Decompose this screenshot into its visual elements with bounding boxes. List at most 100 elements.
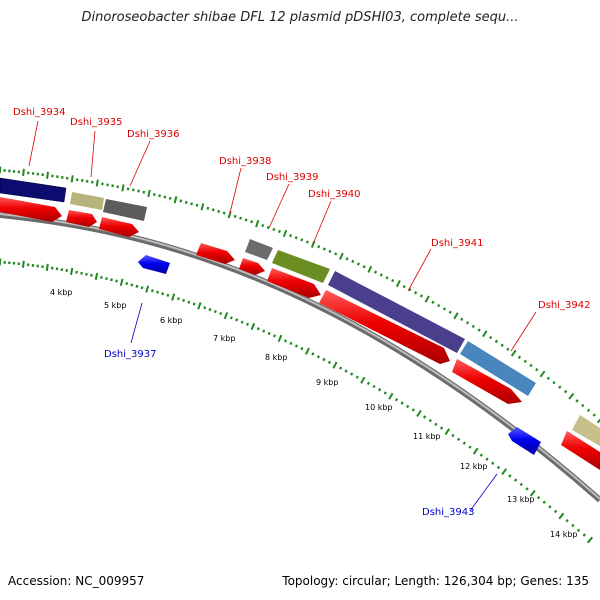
scale-minor-tick bbox=[176, 297, 180, 301]
scale-minor-tick bbox=[535, 367, 539, 372]
scale-minor-tick bbox=[152, 193, 156, 197]
scale-minor-tick bbox=[192, 302, 196, 306]
scale-minor-tick bbox=[334, 252, 338, 256]
scale-major-tick bbox=[510, 349, 517, 357]
topology-summary: Topology: circular; Length: 126,304 bp; … bbox=[282, 574, 589, 588]
scale-tick-label: 10 kbp bbox=[365, 403, 393, 412]
scale-minor-tick bbox=[576, 528, 581, 533]
scale-minor-tick bbox=[428, 418, 432, 423]
leader-line bbox=[90, 130, 96, 178]
scale-major-tick bbox=[424, 295, 430, 303]
scale-minor-tick bbox=[378, 388, 382, 392]
scale-minor-tick bbox=[558, 385, 562, 389]
scale-minor-tick bbox=[517, 355, 522, 359]
scale-minor-tick bbox=[111, 184, 114, 188]
scale-minor-tick bbox=[419, 294, 423, 298]
scale-minor-tick bbox=[245, 322, 250, 326]
scale-minor-tick bbox=[575, 399, 579, 403]
scale-minor-tick bbox=[431, 300, 435, 304]
leader-line bbox=[510, 311, 537, 352]
scale-minor-tick bbox=[571, 523, 575, 528]
scale-major-tick bbox=[388, 392, 394, 400]
scale-minor-tick bbox=[158, 194, 161, 198]
gene-label: Dshi_3938 bbox=[219, 156, 271, 167]
scale-major-tick bbox=[332, 361, 338, 369]
scale-minor-tick bbox=[345, 257, 349, 261]
scale-major-tick bbox=[453, 312, 459, 320]
scale-minor-tick bbox=[182, 298, 186, 303]
scale-major-tick bbox=[145, 285, 150, 293]
forward-cds bbox=[319, 290, 450, 364]
scale-minor-tick bbox=[385, 276, 389, 280]
scale-minor-tick bbox=[110, 278, 113, 282]
reverse-cds bbox=[138, 255, 170, 274]
scale-minor-tick bbox=[525, 487, 529, 491]
gene-labels: Dshi_3934 Dshi_3935 Dshi_3936 Dshi_3937 … bbox=[13, 107, 590, 518]
forward-cds bbox=[239, 258, 265, 275]
scale-minor-tick bbox=[400, 401, 404, 405]
scale-minor-tick bbox=[161, 292, 165, 296]
scale-minor-tick bbox=[362, 265, 366, 269]
forward-cds bbox=[0, 197, 62, 222]
scale-major-tick bbox=[360, 376, 366, 384]
scale-minor-tick bbox=[322, 247, 326, 251]
scale-minor-tick bbox=[219, 312, 223, 316]
scale-minor-tick bbox=[65, 268, 69, 273]
scale-major-tick bbox=[472, 447, 479, 455]
scale-minor-tick bbox=[85, 272, 88, 276]
scale-minor-tick bbox=[351, 259, 355, 264]
forward-cds bbox=[267, 268, 321, 298]
scale-major-tick bbox=[250, 322, 256, 331]
scale-minor-tick bbox=[300, 346, 304, 351]
cog-block bbox=[572, 415, 600, 446]
scale-minor-tick bbox=[240, 320, 244, 324]
scale-minor-tick bbox=[80, 271, 83, 275]
scale-major-tick bbox=[197, 302, 202, 310]
scale-major-tick bbox=[367, 265, 373, 273]
scale-minor-tick bbox=[536, 496, 541, 500]
scale-minor-tick bbox=[166, 293, 170, 297]
scale-minor-tick bbox=[548, 505, 552, 509]
scale-tick-label: 13 kbp bbox=[507, 495, 535, 504]
cog-block bbox=[103, 199, 147, 221]
plasmid-backbone-highlight bbox=[0, 213, 600, 500]
scale-labels: 4 kbp 5 kbp 6 kbp 7 kbp 8 kbp 9 kbp 10 k… bbox=[50, 288, 578, 539]
scale-minor-tick bbox=[471, 324, 475, 329]
leader-line bbox=[407, 248, 432, 292]
cog-block bbox=[0, 177, 67, 203]
scale-minor-tick bbox=[383, 391, 387, 395]
scale-minor-tick bbox=[179, 199, 183, 203]
scale-minor-tick bbox=[553, 509, 558, 514]
scale-minor-tick bbox=[366, 381, 371, 386]
scale-minor-tick bbox=[552, 381, 556, 385]
scale-minor-tick bbox=[496, 465, 501, 470]
scale-major-tick bbox=[22, 260, 25, 268]
scale-major-tick bbox=[482, 330, 488, 338]
scale-minor-tick bbox=[485, 457, 489, 461]
scale-minor-tick bbox=[317, 245, 321, 249]
scale-minor-tick bbox=[394, 397, 399, 402]
scale-minor-tick bbox=[565, 519, 569, 523]
leader-line bbox=[129, 140, 151, 187]
scale-minor-tick bbox=[411, 408, 415, 412]
reverse-cds-track bbox=[138, 255, 541, 455]
scale-minor-tick bbox=[546, 376, 550, 380]
scale-minor-tick bbox=[327, 360, 332, 365]
scale-minor-tick bbox=[213, 310, 217, 314]
scale-minor-tick bbox=[163, 195, 167, 199]
forward-cds bbox=[196, 243, 235, 264]
forward-cds bbox=[99, 217, 139, 237]
scale-minor-tick bbox=[289, 341, 293, 346]
scale-minor-tick bbox=[592, 413, 596, 417]
scale-minor-tick bbox=[494, 339, 499, 344]
scale-major-tick bbox=[586, 536, 594, 544]
scale-minor-tick bbox=[132, 188, 135, 192]
forward-cds bbox=[452, 359, 522, 404]
scale-minor-tick bbox=[168, 196, 172, 200]
scale-minor-tick bbox=[137, 189, 140, 193]
scale-minor-tick bbox=[187, 300, 191, 304]
scale-major-tick bbox=[444, 428, 451, 436]
scale-minor-tick bbox=[294, 236, 298, 240]
scale-minor-tick bbox=[513, 478, 518, 482]
gene-label: Dshi_3941 bbox=[431, 238, 483, 249]
